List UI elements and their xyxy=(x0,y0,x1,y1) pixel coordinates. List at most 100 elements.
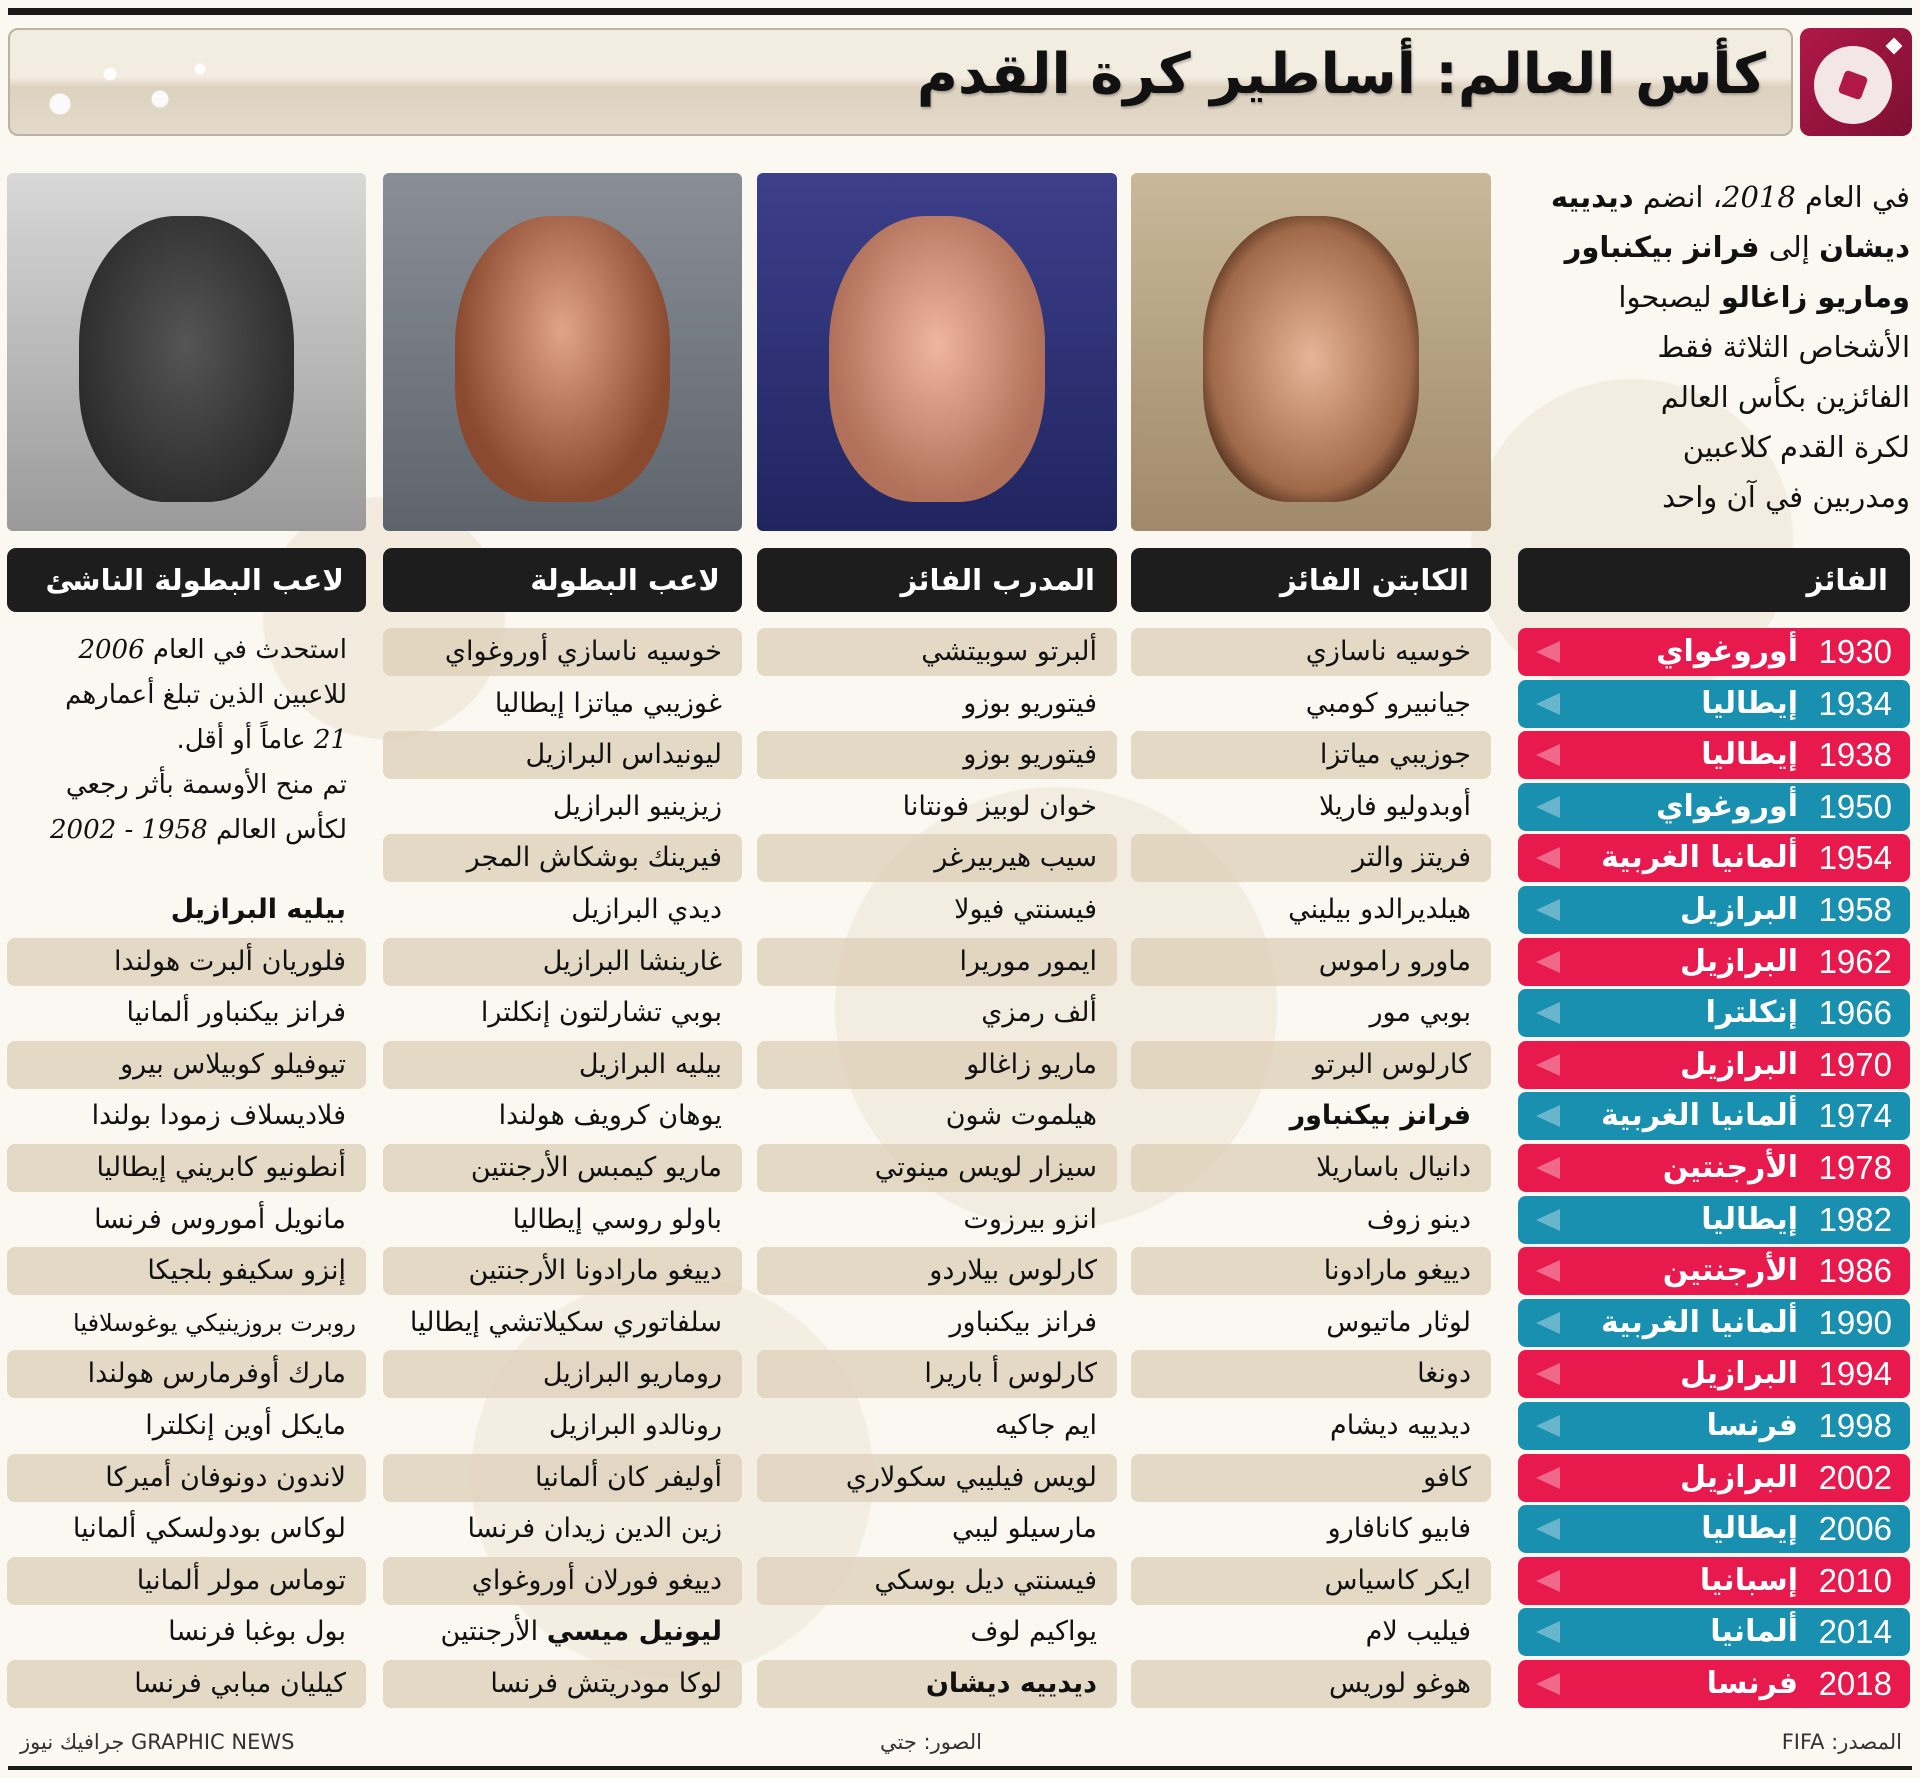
coach-cell: هيلموت شون xyxy=(757,1092,1117,1140)
player-cell: أوليفر كان ألمانيا xyxy=(383,1453,742,1502)
young-player-name: فلاديسلاف زمودا بولندا xyxy=(91,1100,346,1132)
winner-country: إيطاليا xyxy=(1701,1511,1798,1547)
text-segment: للاعبين الذين تبلغ أعمارهم xyxy=(65,680,347,710)
winner-country: إسبانيا xyxy=(1699,1562,1798,1598)
winner-year: 1954 xyxy=(1818,839,1892,877)
text-segment: 21 xyxy=(313,725,347,755)
captain-cell: ايكر كاسياس xyxy=(1131,1556,1491,1605)
winner-cell: 1970 البرازيل xyxy=(1518,1040,1910,1089)
captain-name: دينو زوف xyxy=(1366,1203,1471,1235)
coach-cell: ألف رمزي xyxy=(757,989,1117,1037)
coach-cell: ماريو زاغالو xyxy=(757,1040,1117,1089)
young-player-note: استحدث في العام 2006 للاعبين الذين تبلغ أ… xyxy=(7,628,347,853)
text-segment: إلى xyxy=(1759,230,1820,264)
player-name: فيرينك بوشكاش المجر xyxy=(466,842,722,874)
captain-name: دانيال باساريلا xyxy=(1316,1152,1471,1183)
winner-year: 1998 xyxy=(1818,1407,1892,1444)
winner-year: 1970 xyxy=(1818,1045,1892,1083)
coach-name: فيتوريو بوزو xyxy=(963,687,1097,719)
winner-cell: 2010 إسبانيا xyxy=(1518,1556,1910,1605)
captain-cell: هوغو لوريس xyxy=(1131,1660,1491,1708)
player-name: بوبي تشارلتون إنكلترا xyxy=(480,997,722,1029)
text-line: تم منح الأوسمة بأثر رجعي xyxy=(7,763,347,808)
captain-name: خوسيه ناسازي xyxy=(1305,636,1471,667)
young-player-cell: لوكاس بودولسكي ألمانيا xyxy=(7,1505,366,1553)
coach-name: سيزار لويس مينوتي xyxy=(874,1152,1097,1183)
coach-cell: خوان لوبيز فونتانا xyxy=(757,783,1117,831)
captain-name: أوبدوليو فاريلا xyxy=(1319,790,1471,822)
text-line: وماريو زاغالو ليصبحوا xyxy=(1520,272,1910,322)
player-name: لوكا مودريتش فرنسا xyxy=(490,1668,722,1699)
column-header-player: لاعب البطولة xyxy=(383,548,742,612)
player-name: بيليه البرازيل xyxy=(578,1048,722,1080)
player-cell: زيزينيو البرازيل xyxy=(383,783,742,831)
young-player-name: كيليان مبابي فرنسا xyxy=(134,1668,346,1699)
triangle-left-icon xyxy=(1536,1673,1560,1695)
winner-year: 1986 xyxy=(1818,1252,1892,1290)
captain-cell: فابيو كانافارو xyxy=(1131,1505,1491,1553)
coach-cell: فيتوريو بوزو xyxy=(757,680,1117,728)
top-rule xyxy=(8,8,1912,15)
footer-credit: GRAPHIC NEWS جرافيك نيوز xyxy=(20,1730,295,1754)
triangle-left-icon xyxy=(1536,1157,1560,1179)
winner-country: إنكلترا xyxy=(1705,995,1798,1031)
young-player-cell: بيليه البرازيل xyxy=(7,886,366,934)
captain-name: ديدييه ديشام xyxy=(1330,1410,1471,1441)
triangle-left-icon xyxy=(1536,1311,1560,1334)
player-cell: دييغو فورلان أوروغواي xyxy=(383,1556,742,1605)
player-cell: بوبي تشارلتون إنكلترا xyxy=(383,989,742,1037)
triangle-left-icon xyxy=(1536,1002,1560,1025)
coach-name: سيب هيربيرغر xyxy=(934,842,1097,874)
coach-name: لويس فيليبي سكولاري xyxy=(845,1461,1097,1493)
young-player-name: بول بوغبا فرنسا xyxy=(168,1616,346,1648)
triangle-left-icon xyxy=(1536,744,1560,767)
winner-cell: 2018 فرنسا xyxy=(1518,1660,1910,1708)
winner-year: 2002 xyxy=(1818,1458,1892,1496)
coach-cell: يواكيم لوف xyxy=(757,1608,1117,1656)
text-line: الأشخاص الثلاثة فقط xyxy=(1520,322,1910,372)
winner-year: 1990 xyxy=(1818,1303,1892,1341)
captain-name: هيلديرالدو بيليني xyxy=(1288,894,1471,925)
coach-name: مارسيلو ليبي xyxy=(952,1513,1097,1545)
coach-cell: ايمور موريرا xyxy=(757,937,1117,986)
winner-year: 1930 xyxy=(1818,633,1892,670)
winner-cell: 1998 فرنسا xyxy=(1518,1402,1910,1450)
captain-name: دونغا xyxy=(1417,1358,1471,1390)
captain-cell: خوسيه ناسازي xyxy=(1131,628,1491,676)
text-segment: في العام xyxy=(1795,180,1910,214)
coach-name: ايم جاكيه xyxy=(995,1410,1097,1441)
winner-country: إيطاليا xyxy=(1701,737,1798,773)
triangle-left-icon xyxy=(1536,847,1560,870)
player-cell: ليونيداس البرازيل xyxy=(383,731,742,780)
text-segment: ومدربين في آن واحد xyxy=(1662,480,1910,514)
text-segment: وماريو زاغالو xyxy=(1720,280,1910,314)
player-name: روماريو البرازيل xyxy=(542,1358,722,1390)
coach-cell: سيب هيربيرغر xyxy=(757,834,1117,883)
text-segment: استحدث في العام xyxy=(144,635,347,665)
player-cell: ليونيل ميسي الأرجنتين xyxy=(383,1608,742,1656)
winner-cell: 1990 ألمانيا الغربية xyxy=(1518,1298,1910,1347)
young-player-cell: أنطونيو كابريني إيطاليا xyxy=(7,1144,366,1192)
young-player-cell: مارك أوفرمارس هولندا xyxy=(7,1350,366,1399)
player-cell: خوسيه ناسازي أوروغواي xyxy=(383,628,742,676)
captain-name: فيليب لام xyxy=(1365,1616,1471,1648)
text-segment: ديدييه xyxy=(1550,180,1634,214)
player-name: زيزينيو البرازيل xyxy=(552,790,722,822)
triangle-left-icon xyxy=(1536,899,1560,921)
winner-country: ألمانيا الغربية xyxy=(1601,840,1798,876)
young-player-name: مانويل أموروس فرنسا xyxy=(94,1203,346,1235)
player-name: يوهان كرويف هولندا xyxy=(498,1100,722,1132)
winner-cell: 1934 إيطاليا xyxy=(1518,679,1910,728)
photo-player-messi xyxy=(383,173,742,531)
coach-cell: فرانز بيكنباور xyxy=(757,1299,1117,1347)
player-cell: روماريو البرازيل xyxy=(383,1350,742,1399)
winner-country: البرازيل xyxy=(1679,1459,1798,1495)
captain-cell: دينو زوف xyxy=(1131,1196,1491,1244)
triangle-left-icon xyxy=(1536,692,1560,715)
winner-country: البرازيل xyxy=(1679,892,1798,927)
young-player-name: لاندون دونوفان أميركا xyxy=(105,1461,346,1493)
player-cell: بيليه البرازيل xyxy=(383,1040,742,1089)
winner-cell: 1974 ألمانيا الغربية xyxy=(1518,1092,1910,1141)
player-name: أوليفر كان ألمانيا xyxy=(535,1461,722,1493)
winner-year: 1950 xyxy=(1818,787,1892,825)
